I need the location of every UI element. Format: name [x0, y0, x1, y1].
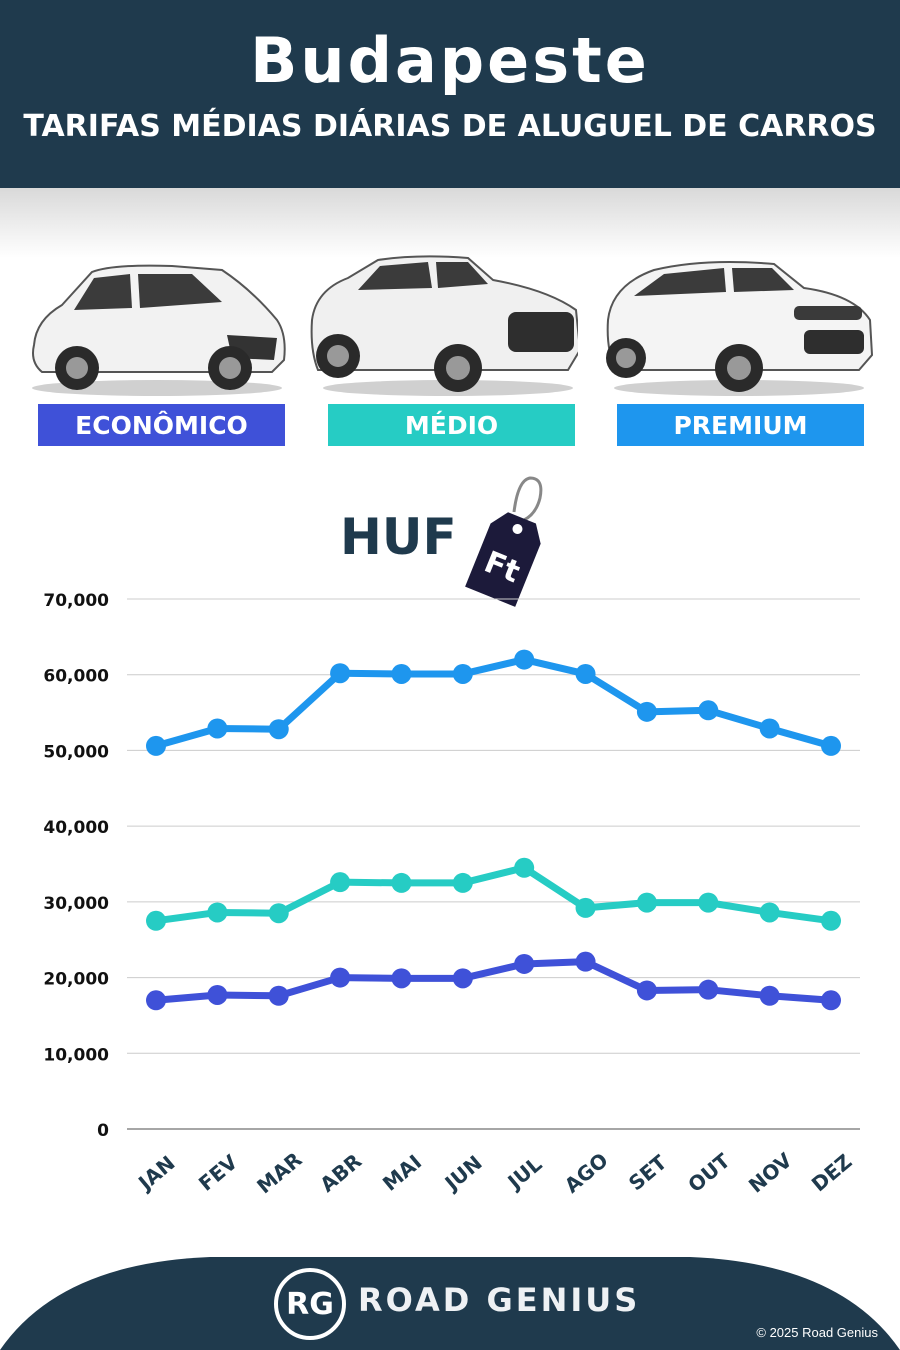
x-tick-label: JAN — [132, 1151, 179, 1196]
data-point — [146, 735, 166, 756]
y-tick-label: 60,000 — [43, 667, 109, 687]
data-point — [268, 985, 289, 1006]
x-tick-label: DEZ — [807, 1149, 857, 1196]
y-tick-label: 0 — [97, 1121, 109, 1141]
economy-car-image — [22, 250, 292, 400]
footer-banner — [0, 1255, 900, 1350]
data-point — [330, 872, 351, 893]
data-point — [821, 735, 841, 756]
x-tick-label: MAI — [378, 1150, 426, 1196]
series-line-1 — [152, 864, 835, 925]
data-point — [759, 985, 780, 1006]
data-point — [759, 902, 780, 923]
price-tag-icon: Ft — [465, 476, 543, 607]
category-label-economy: ECONÔMICO — [38, 404, 285, 446]
category-label-midsize: MÉDIO — [328, 404, 575, 446]
data-point — [207, 902, 228, 923]
data-point — [207, 718, 228, 739]
data-point — [391, 872, 412, 893]
page-subtitle: TARIFAS MÉDIAS DIÁRIAS DE ALUGUEL DE CAR… — [23, 109, 877, 144]
data-point — [452, 663, 473, 684]
copyright-notice: © 2025 Road Genius — [756, 1325, 878, 1340]
y-tick-label: 30,000 — [43, 894, 109, 914]
x-tick-label: OUT — [683, 1148, 735, 1197]
data-point — [575, 897, 596, 918]
category-label-premium: PREMIUM — [617, 404, 864, 446]
data-point — [391, 968, 412, 989]
y-tick-label: 40,000 — [43, 818, 109, 838]
data-point — [514, 857, 535, 878]
y-tick-label: 20,000 — [43, 970, 109, 990]
data-point — [575, 951, 596, 972]
data-point — [514, 953, 535, 974]
header-banner: Budapeste TARIFAS MÉDIAS DIÁRIAS DE ALUG… — [0, 0, 900, 188]
data-point — [452, 872, 473, 893]
midsize-car-image — [308, 250, 578, 400]
rental-rates-line-chart: 0 10,000 20,000 30,000 40,000 50,000 60,000 70,… — [43, 591, 860, 1198]
x-tick-label: JUN — [439, 1151, 487, 1197]
data-point — [698, 892, 719, 913]
data-point — [514, 649, 535, 670]
data-point — [821, 910, 841, 931]
data-point — [207, 984, 228, 1005]
data-point — [268, 903, 289, 924]
data-point — [698, 979, 719, 1000]
brand-name: ROAD GENIUS — [358, 1281, 641, 1319]
x-tick-label: AGO — [560, 1148, 613, 1198]
data-point — [698, 700, 719, 721]
header-shadow — [0, 188, 900, 258]
data-point — [146, 990, 166, 1011]
data-point — [330, 663, 351, 684]
data-point — [636, 892, 657, 913]
data-point — [330, 967, 351, 988]
data-point — [636, 701, 657, 722]
data-point — [636, 980, 657, 1001]
data-point — [821, 990, 841, 1011]
data-point — [391, 663, 412, 684]
data-point — [575, 663, 596, 684]
series-line-0 — [152, 958, 835, 1004]
y-tick-label: 70,000 — [43, 591, 109, 611]
data-point — [146, 910, 166, 931]
x-tick-label: MAR — [252, 1147, 306, 1198]
x-tick-label: ABR — [315, 1149, 366, 1197]
x-tick-label: SET — [624, 1150, 672, 1195]
x-tick-label: FEV — [194, 1149, 243, 1195]
y-tick-label: 10,000 — [43, 1045, 109, 1065]
y-tick-label: 50,000 — [43, 742, 109, 762]
premium-car-image — [604, 250, 874, 400]
road-genius-logo: RG — [274, 1268, 346, 1340]
x-tick-label: NOV — [744, 1148, 797, 1198]
data-point — [268, 719, 289, 740]
currency-code: HUF — [340, 508, 457, 566]
series-line-2 — [152, 656, 835, 750]
data-point — [452, 968, 473, 989]
page-title: Budapeste — [250, 24, 650, 97]
data-point — [759, 718, 780, 739]
x-tick-label: JUL — [502, 1152, 547, 1195]
